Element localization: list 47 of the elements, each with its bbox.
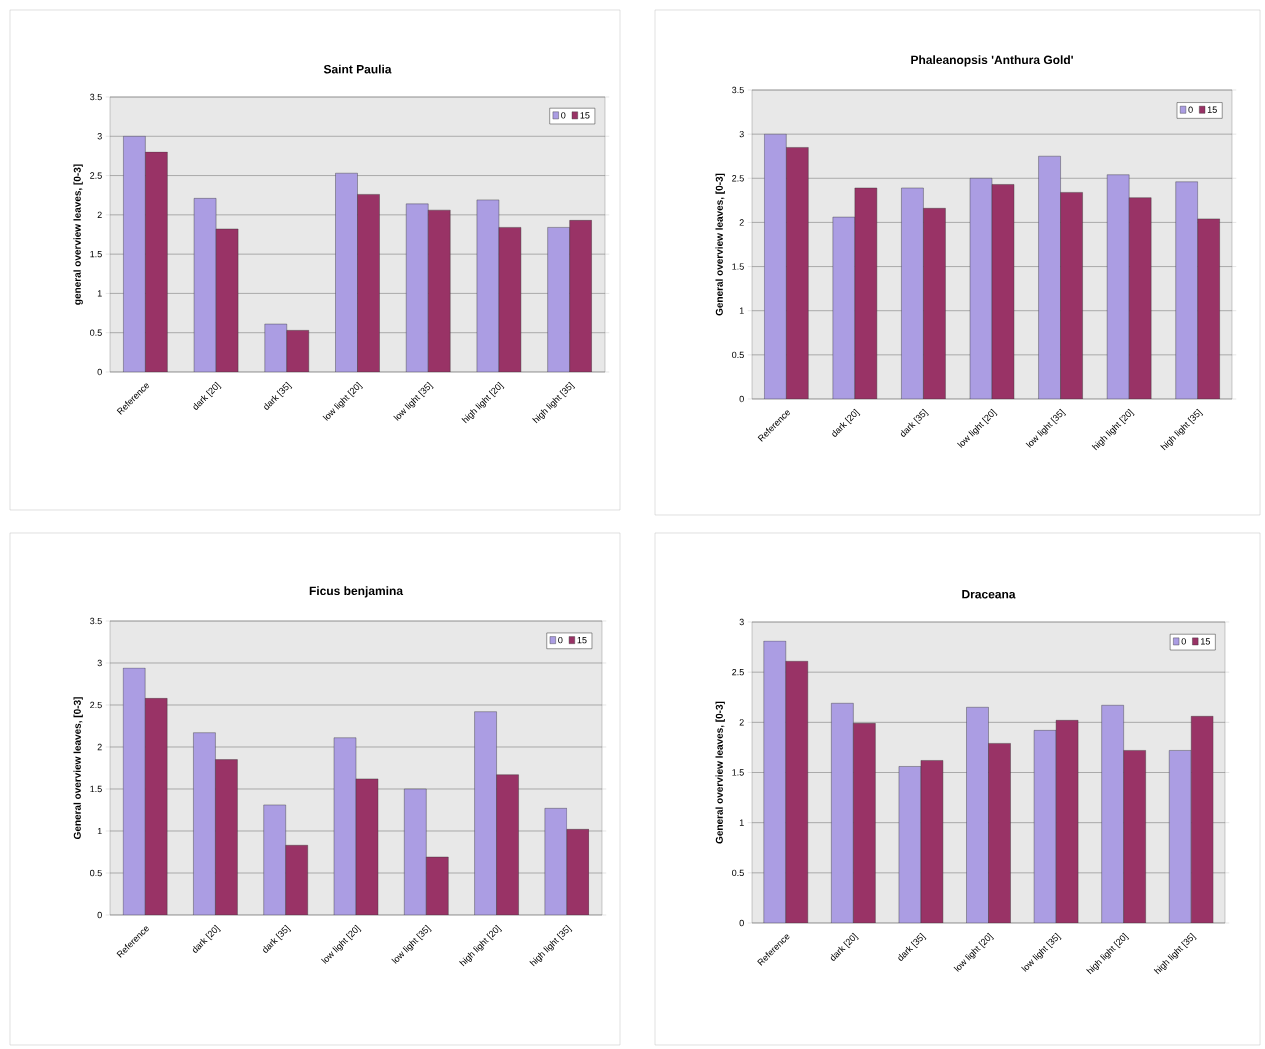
y-tick-label: 1 <box>739 819 744 826</box>
y-tick-label: 3 <box>97 659 102 667</box>
y-tick-label: 1.5 <box>732 263 744 270</box>
y-tick-label: 0 <box>739 919 744 927</box>
y-tick-label: 2 <box>97 211 102 218</box>
y-tick-label: 3.5 <box>732 86 744 94</box>
y-axis-title: General overview leaves, [0-3] <box>715 173 725 316</box>
legend-label: 15 <box>577 637 587 644</box>
legend-label: 0 <box>1188 106 1193 113</box>
y-tick-label: 2 <box>97 743 102 751</box>
y-tick-label: 0.5 <box>732 869 744 877</box>
y-tick-label: 3 <box>739 130 744 138</box>
legend-label: 15 <box>580 112 590 119</box>
chart-title: Phaleanopsis 'Anthura Gold' <box>911 55 1073 67</box>
y-tick-label: 3 <box>739 618 744 626</box>
y-axis-title: General overview leaves, [0-3] <box>73 697 83 840</box>
legend-label: 0 <box>1181 638 1186 645</box>
y-tick-label: 0.5 <box>90 869 102 877</box>
legend-label: 15 <box>1201 638 1210 645</box>
y-tick-label: 1.5 <box>90 785 102 793</box>
y-axis-title: General overview leaves, [0-3] <box>715 701 725 844</box>
y-tick-label: 3.5 <box>90 617 102 625</box>
y-tick-label: 0 <box>97 368 102 376</box>
y-tick-label: 2 <box>739 219 744 226</box>
chart-title: Ficus benjamina <box>309 586 404 598</box>
y-tick-label: 1.5 <box>90 250 102 258</box>
y-tick-label: 1 <box>97 827 102 835</box>
y-tick-label: 1 <box>97 290 102 297</box>
y-tick-label: 2.5 <box>90 172 102 179</box>
y-tick-label: 1 <box>739 307 744 314</box>
y-tick-label: 3.5 <box>90 93 102 101</box>
y-axis-title: general overview leaves, [0-3] <box>73 164 83 305</box>
y-tick-label: 2.5 <box>732 668 744 676</box>
legend-label: 0 <box>558 636 563 644</box>
y-tick-label: 0 <box>97 911 102 919</box>
chart-title: Draceana <box>962 590 1016 599</box>
y-tick-label: 2.5 <box>90 701 102 709</box>
y-tick-label: 0.5 <box>90 329 102 336</box>
y-tick-label: 1.5 <box>732 769 744 776</box>
y-tick-label: 3 <box>97 133 102 140</box>
legend-label: 15 <box>1207 106 1217 113</box>
y-tick-label: 0 <box>739 395 744 403</box>
chart-title: Saint Paulia <box>323 64 392 74</box>
legend-label: 0 <box>561 112 566 119</box>
y-tick-label: 2 <box>739 719 744 726</box>
y-tick-label: 0.5 <box>732 351 744 359</box>
y-tick-label: 2.5 <box>732 175 744 182</box>
